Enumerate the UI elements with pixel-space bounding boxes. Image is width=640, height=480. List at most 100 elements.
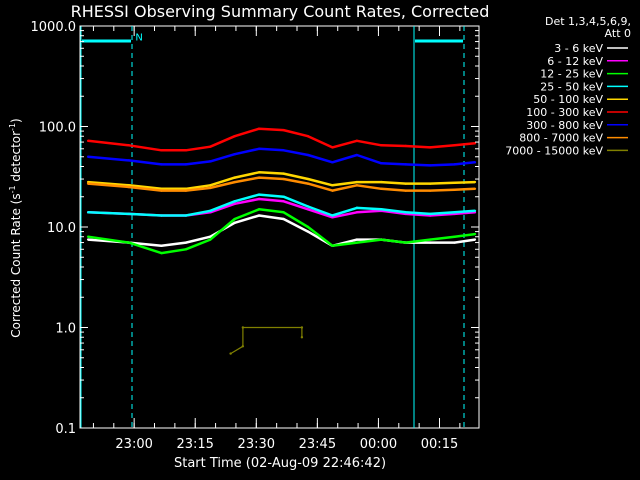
series-2-point	[184, 248, 188, 251]
series-3-point	[86, 211, 90, 214]
legend-label: 12 - 25 keV	[540, 68, 603, 81]
series-0-point	[160, 244, 163, 248]
y-tick-label: 100.0	[39, 121, 76, 136]
series-0-point	[282, 217, 285, 221]
series-3-point	[233, 200, 236, 203]
series-3-point	[355, 206, 359, 210]
series-2-point	[209, 238, 212, 241]
series-6-point	[306, 153, 310, 157]
series-2-point	[355, 241, 359, 244]
series-7-point	[160, 189, 163, 192]
y-axis-ticks: 1000.0 100.0 10.0 1.0 0.1	[31, 20, 479, 437]
series-7-point	[257, 176, 261, 179]
series-3-point	[428, 212, 432, 216]
series-2-point	[331, 244, 334, 248]
series-2-point	[453, 235, 456, 238]
legend-header-line2: Att 0	[605, 27, 631, 40]
series-1-point	[306, 208, 310, 211]
series-3-point	[209, 209, 212, 212]
observing-markers	[80, 26, 465, 428]
x-tick-label: 23:45	[299, 437, 336, 452]
series-3-point	[380, 208, 383, 211]
series-7-point	[282, 177, 285, 181]
series-4-point	[473, 180, 477, 184]
series-6-point	[184, 163, 188, 166]
series-5-point	[473, 142, 477, 145]
series-0-point	[233, 221, 236, 225]
x-axis-label: Start Time (02-Aug-09 22:46:42)	[174, 456, 386, 471]
series-7-point	[86, 182, 90, 185]
series-4-point	[355, 180, 359, 184]
series-7-point	[306, 182, 310, 185]
legend-label: 100 - 300 keV	[526, 106, 603, 119]
y-axis-label-sup1: -1	[8, 185, 17, 193]
series-5-point	[209, 145, 212, 148]
y-tick-label: 10.0	[47, 221, 76, 236]
series-0-point	[209, 235, 212, 238]
y-axis-label-main: Corrected Count Rate (s	[9, 193, 23, 337]
series-5-point	[257, 127, 261, 130]
series-1-point	[355, 211, 359, 214]
x-axis-ticks: 23:00 23:15 23:30 23:45 00:00 00:15	[92, 26, 461, 452]
x-tick-label: 00:00	[360, 437, 397, 452]
annotation-label: N	[135, 32, 142, 43]
series-4-point	[331, 184, 334, 187]
series-5-point	[184, 149, 188, 152]
series-6-point	[380, 162, 383, 165]
series-5-point	[355, 139, 359, 143]
series-3-point	[453, 211, 456, 214]
legend-header-line1: Det 1,3,4,5,6,9,	[545, 15, 631, 28]
series-5-point	[331, 146, 334, 149]
series-6-point	[331, 161, 334, 164]
legend-label: 25 - 50 keV	[540, 80, 603, 93]
series-line-0	[88, 214, 476, 248]
series-4-point	[209, 184, 212, 187]
series-4-point	[306, 177, 310, 181]
series-4-point	[257, 171, 261, 174]
series-4-point	[380, 180, 383, 184]
series-2-point	[127, 241, 131, 244]
series-2-point	[404, 241, 407, 244]
series-8-point	[300, 336, 304, 339]
series-5-point	[404, 144, 407, 148]
series-5-point	[282, 128, 285, 132]
series-line-5	[87, 127, 476, 152]
legend-label: 800 - 7000 keV	[519, 132, 603, 145]
series-3-point	[127, 212, 131, 216]
series-5-point	[160, 149, 163, 152]
series-5-point	[428, 146, 432, 149]
series-4-point	[428, 182, 432, 185]
series-line-3	[88, 193, 475, 217]
series-7-point	[428, 189, 432, 192]
series-7-point	[473, 187, 477, 190]
series-6-point	[473, 161, 477, 164]
series-8-point	[300, 326, 304, 329]
series-0-point	[428, 241, 432, 244]
series-0-point	[355, 238, 359, 241]
series-6-point	[257, 147, 261, 150]
series-6-point	[453, 163, 456, 166]
series-3-point	[331, 214, 334, 217]
series-7-point	[127, 185, 131, 189]
series-5-point	[453, 144, 456, 147]
series-7-point	[209, 186, 212, 190]
y-tick-label: 1.0	[55, 322, 76, 337]
series-3-point	[160, 214, 163, 217]
y-tick-label: 0.1	[55, 422, 76, 437]
legend-label: 3 - 6 keV	[554, 42, 603, 55]
series-5-point	[233, 135, 236, 138]
series-7-point	[453, 188, 456, 191]
series-5-point	[127, 144, 131, 147]
series-2-point	[86, 235, 90, 238]
series-line-2	[87, 208, 476, 255]
series-line-7	[87, 176, 475, 192]
series-2-point	[160, 251, 163, 255]
y-tick-label: 1000.0	[31, 20, 77, 35]
x-tick-label: 00:15	[421, 437, 458, 452]
series-6-point	[233, 153, 236, 156]
series-8-point	[229, 352, 232, 355]
series-4-point	[233, 176, 236, 179]
series-7-point	[380, 187, 383, 190]
